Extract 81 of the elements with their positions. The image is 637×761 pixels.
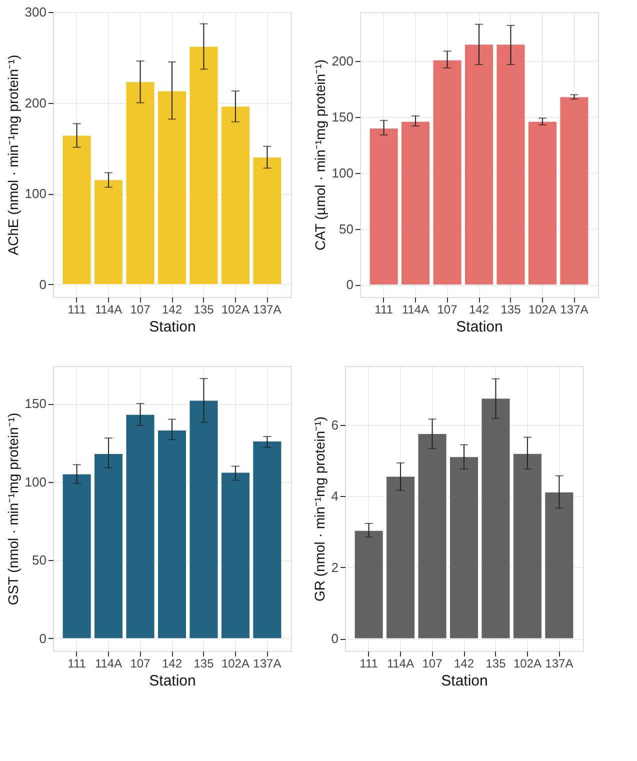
y-axis-title: GST (nmol · min⁻¹mg protein⁻¹): [4, 412, 21, 606]
bar: [94, 453, 124, 639]
x-tick-label: 137A: [560, 302, 588, 316]
bar: [481, 398, 510, 639]
y-tick-label: 200: [24, 95, 46, 110]
x-tick-label: 102A: [528, 302, 556, 316]
x-tick-label: 114A: [402, 302, 430, 316]
x-tick-label: 107: [422, 656, 443, 670]
y-tick-label: 50: [339, 221, 354, 236]
x-axis-title: Station: [456, 318, 503, 336]
bar: [189, 400, 218, 639]
bar: [62, 474, 92, 639]
x-tick-label: 142: [468, 302, 490, 316]
bar: [157, 90, 187, 285]
y-tick-label: 300: [24, 4, 46, 20]
x-tick-label: 107: [130, 302, 151, 316]
x-tick-label: 114A: [94, 302, 122, 316]
y-tick-label: 6: [331, 417, 338, 432]
x-tick-label: 114A: [94, 656, 122, 670]
x-axis-title: Station: [149, 318, 196, 336]
x-tick-label: 135: [500, 302, 522, 316]
y-tick-label: 200: [332, 54, 354, 69]
bar: [220, 106, 250, 285]
x-tick-label: 142: [162, 302, 182, 316]
bar: [220, 472, 250, 639]
bar: [449, 456, 479, 639]
x-tick-label: 135: [194, 302, 214, 316]
y-tick-label: 0: [346, 277, 354, 292]
bar: [386, 476, 416, 639]
x-axis-title: Station: [149, 672, 196, 690]
y-tick-label: 150: [332, 110, 354, 125]
y-axis-title: CAT (µmol · min⁻¹mg protein⁻¹): [312, 59, 328, 251]
bar: [369, 128, 398, 285]
bar: [401, 121, 430, 285]
bar: [464, 44, 494, 285]
bar: [512, 453, 542, 639]
x-tick-label: 102A: [513, 656, 542, 670]
x-tick-label: 137A: [253, 656, 282, 670]
y-tick-label: 2: [331, 560, 338, 575]
bar: [252, 156, 282, 285]
x-tick-label: 111: [374, 302, 394, 316]
x-tick-label: 107: [130, 656, 151, 670]
x-tick-label: 135: [486, 656, 506, 670]
y-tick-label: 100: [24, 474, 46, 490]
bar: [126, 82, 155, 285]
bar: [418, 433, 447, 639]
x-tick-label: 142: [162, 656, 182, 670]
bar: [62, 135, 92, 285]
bar: [157, 430, 187, 639]
bar: [528, 121, 557, 285]
y-tick-label: 150: [24, 396, 46, 412]
y-tick-label: 100: [332, 165, 354, 180]
y-axis-title: GR (nmol · min⁻¹mg protein⁻¹): [311, 416, 328, 602]
y-tick-label: 4: [331, 488, 338, 504]
x-tick-label: 111: [68, 302, 86, 316]
y-tick-label: 100: [24, 186, 46, 202]
x-tick-label: 111: [360, 656, 378, 670]
x-tick-label: 137A: [545, 656, 574, 670]
x-tick-label: 111: [68, 656, 86, 670]
x-tick-label: 142: [454, 656, 474, 670]
x-tick-label: 102A: [221, 656, 250, 670]
y-tick-label: 50: [32, 552, 46, 568]
bar: [189, 46, 218, 285]
x-tick-label: 137A: [253, 302, 282, 316]
bar: [126, 414, 155, 639]
bar: [252, 440, 282, 639]
bar: [354, 530, 384, 639]
x-tick-label: 114A: [386, 656, 414, 670]
x-tick-label: 135: [194, 656, 214, 670]
bar: [496, 44, 526, 285]
y-tick-label: 0: [331, 631, 338, 646]
bar: [94, 180, 124, 285]
x-tick-label: 102A: [221, 302, 250, 316]
y-tick-label: 0: [39, 276, 46, 292]
bar: [544, 492, 574, 639]
y-tick-label: 0: [39, 630, 46, 646]
bar: [432, 60, 462, 285]
x-axis-title: Station: [441, 672, 488, 690]
x-tick-label: 107: [437, 302, 458, 316]
y-axis-title: AChE (nmol · min⁻¹mg protein⁻¹): [4, 54, 21, 256]
bar: [560, 96, 589, 285]
